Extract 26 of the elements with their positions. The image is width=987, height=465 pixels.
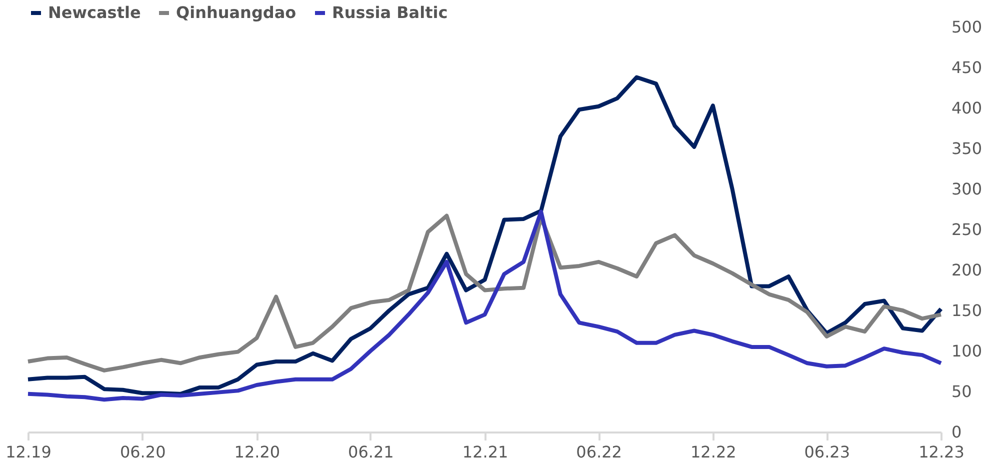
y-tick-label: 500 [952,18,982,36]
x-tick-label: 06.23 [804,442,850,462]
line-series [26,214,943,372]
x-tick-label: 06.21 [348,442,394,462]
y-tick-label: 300 [952,180,982,198]
x-tick-label: 12.23 [918,442,964,462]
x-tick-label: 12.22 [690,442,736,462]
y-tick-label: 50 [952,382,972,401]
legend-label: Russia Baltic [332,3,448,22]
x-tick-label: 12.21 [462,442,508,462]
x-tick-label: 12.19 [6,442,52,462]
y-tick-label: 200 [952,260,982,280]
y-tick-label: 0 [952,422,962,442]
y-tick-label: 250 [952,220,982,239]
x-tick-label: 06.20 [120,442,166,462]
y-tick-label: 150 [952,301,982,320]
legend-label: Qinhuangdao [176,3,296,22]
line-series [26,75,943,396]
y-tick-label: 400 [952,98,982,118]
x-tick-label: 12.20 [234,442,280,462]
line-series [26,210,943,402]
x-tick-label: 06.22 [576,442,622,462]
y-tick-label: 450 [952,58,982,77]
legend-label: Newcastle [48,3,141,22]
y-tick-label: 100 [952,342,982,360]
y-tick-label: 350 [952,139,982,158]
